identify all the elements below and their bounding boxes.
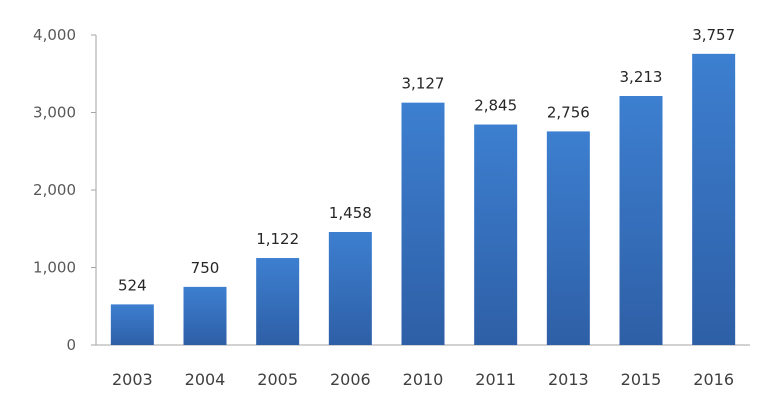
- data-label-2005: 1,122: [256, 230, 299, 248]
- y-tick-label: 1,000: [33, 259, 76, 277]
- data-labels: 524 750 1,122 1,458 3,127 2,845 2,756 3,213 3,75…: [118, 26, 735, 295]
- x-tick-label: 2013: [548, 370, 589, 389]
- x-tick-label: 2015: [621, 370, 662, 389]
- x-tick-label: 2010: [403, 370, 444, 389]
- data-label-2015: 3,213: [620, 68, 663, 86]
- x-tick-label: 2004: [185, 370, 226, 389]
- y-tick-label: 2,000: [33, 181, 76, 199]
- y-tick-label: 3,000: [33, 104, 76, 122]
- x-tick-label: 2003: [112, 370, 153, 389]
- data-label-2003: 524: [118, 276, 147, 294]
- data-label-2006: 1,458: [329, 204, 372, 222]
- y-axis: 0 1,000 2,000 3,000 4,000: [33, 26, 97, 354]
- bar-2015: [619, 95, 663, 346]
- x-tick-label: 2006: [330, 370, 371, 389]
- bar-2004: [183, 286, 227, 345]
- bar-2016: [692, 53, 736, 346]
- bar-2006: [328, 232, 372, 345]
- data-label-2016: 3,757: [692, 26, 735, 44]
- data-label-2011: 2,845: [474, 97, 517, 115]
- bar-2011: [474, 124, 518, 345]
- bar-2005: [256, 258, 300, 345]
- data-label-2004: 750: [191, 259, 220, 277]
- x-tick-label: 2011: [475, 370, 516, 389]
- x-tick-label: 2005: [257, 370, 298, 389]
- bar-2003: [110, 304, 154, 345]
- x-tick-label: 2016: [693, 370, 734, 389]
- data-label-2010: 3,127: [402, 75, 445, 93]
- y-tick-label: 4,000: [33, 26, 76, 44]
- y-tick-label: 0: [66, 336, 76, 354]
- bar-2010: [401, 102, 445, 345]
- bar-2013: [546, 131, 590, 345]
- x-axis: 2003 2004 2005 2006 2010 2011 2013 2015 2016: [96, 344, 750, 389]
- bars: [110, 53, 736, 346]
- data-label-2013: 2,756: [547, 103, 590, 121]
